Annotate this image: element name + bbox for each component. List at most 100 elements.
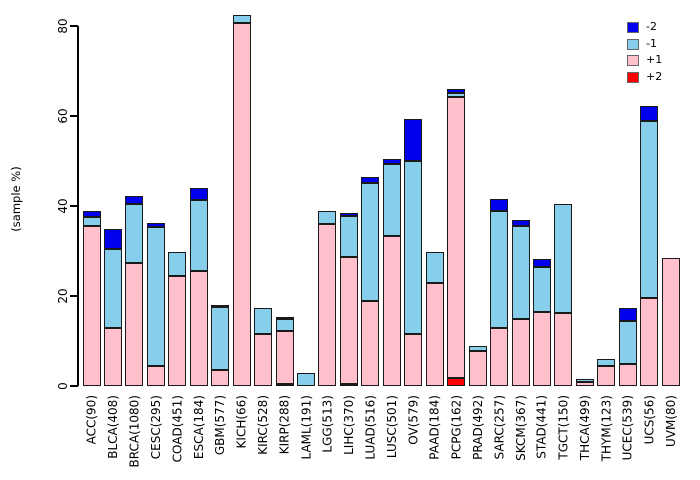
bar-kirc bbox=[254, 308, 273, 386]
bar-segment--1 bbox=[168, 251, 187, 276]
x-tick-label: PRAD(492) bbox=[470, 395, 485, 460]
x-tick-label: LUSC(501) bbox=[384, 395, 399, 459]
bar-segment--1 bbox=[125, 203, 144, 264]
bar-lusc bbox=[382, 159, 401, 386]
bar-segment--1 bbox=[554, 204, 573, 314]
x-tick-label: PCPG(162) bbox=[449, 395, 464, 460]
bar-segment-+1 bbox=[382, 236, 401, 386]
bar-thym bbox=[597, 359, 616, 386]
bar-segment--2 bbox=[146, 223, 165, 228]
x-tick-label: TGCT(150) bbox=[556, 395, 571, 460]
bar-segment--1 bbox=[468, 346, 487, 351]
x-tick-label: OV(579) bbox=[406, 395, 421, 445]
bar-segment--2 bbox=[618, 307, 637, 322]
bar-tgct bbox=[554, 204, 573, 386]
bar-acc bbox=[82, 210, 101, 386]
x-tick-label: ESCA(184) bbox=[191, 395, 206, 460]
bar-segment--1 bbox=[82, 217, 101, 227]
bar-segment-+1 bbox=[532, 312, 551, 386]
x-tick-label: LGG(513) bbox=[320, 395, 335, 453]
bar-segment--1 bbox=[597, 359, 616, 367]
bar-segment-+1 bbox=[146, 365, 165, 386]
x-tick-label: SARC(257) bbox=[492, 395, 507, 460]
bar-segment--1 bbox=[511, 226, 530, 320]
bar-segment--1 bbox=[232, 14, 251, 23]
x-tick-label: UVM(80) bbox=[663, 395, 678, 447]
x-tick-label: UCS(56) bbox=[642, 395, 657, 445]
y-tick-label: 20 bbox=[56, 288, 70, 304]
bar-segment--2 bbox=[125, 196, 144, 204]
bar-segment--1 bbox=[490, 210, 509, 328]
bar-ov bbox=[404, 119, 423, 386]
bar-pcpg bbox=[447, 89, 466, 386]
legend-label: -2 bbox=[646, 20, 657, 33]
legend-label: +2 bbox=[646, 69, 663, 83]
bar-segment-+1 bbox=[618, 363, 637, 386]
bar-coad bbox=[168, 251, 187, 386]
x-tick-label: LIHC(370) bbox=[341, 395, 356, 455]
bar-segment-+1 bbox=[211, 370, 230, 386]
bar-segment--2 bbox=[382, 159, 401, 165]
y-tick bbox=[70, 385, 78, 387]
bar-thca bbox=[575, 379, 594, 386]
y-tick-label: 60 bbox=[56, 108, 70, 124]
x-tick-label: ACC(90) bbox=[84, 395, 99, 445]
bar-segment--2 bbox=[490, 199, 509, 211]
x-tick-label: BLCA(408) bbox=[105, 395, 120, 459]
bar-lgg bbox=[318, 211, 337, 386]
bar-segment-+1 bbox=[168, 275, 187, 386]
bar-segment--1 bbox=[382, 164, 401, 237]
bar-paad bbox=[425, 251, 444, 386]
bar-segment-+1 bbox=[425, 282, 444, 386]
bar-segment-+1 bbox=[103, 327, 122, 386]
bar-segment--1 bbox=[211, 307, 230, 371]
bar-segment--1 bbox=[618, 321, 637, 364]
legend-swatch-minus2 bbox=[627, 22, 639, 33]
x-tick-label: UCEC(539) bbox=[620, 395, 635, 461]
y-tick bbox=[70, 295, 78, 297]
bar-esca bbox=[189, 187, 208, 386]
bar-segment--2 bbox=[103, 229, 122, 249]
bar-cesc bbox=[146, 223, 165, 386]
bar-segment-+1 bbox=[554, 313, 573, 386]
bar-segment-+1 bbox=[597, 366, 616, 386]
bar-segment-+1 bbox=[339, 257, 358, 384]
x-tick-label: SKCM(367) bbox=[513, 395, 528, 461]
bar-segment--1 bbox=[254, 308, 273, 335]
bar-segment--2 bbox=[339, 213, 358, 217]
legend-swatch-plus2 bbox=[627, 71, 639, 83]
bar-segment--1 bbox=[575, 379, 594, 383]
bar-ucs bbox=[640, 106, 659, 386]
bar-ucec bbox=[618, 307, 637, 386]
bar-segment-+1 bbox=[575, 382, 594, 386]
bar-segment--2 bbox=[640, 106, 659, 122]
y-tick bbox=[70, 25, 78, 27]
x-tick-label: STAD(441) bbox=[534, 395, 549, 459]
bar-segment-+1 bbox=[490, 327, 509, 386]
bar-segment--2 bbox=[275, 317, 294, 320]
bar-segment-+1 bbox=[232, 22, 251, 386]
x-tick-label: KIRP(288) bbox=[277, 395, 292, 455]
bar-segment--1 bbox=[297, 372, 315, 386]
bar-segment-+1 bbox=[125, 263, 144, 386]
bar-segment--1 bbox=[447, 92, 466, 97]
bar-segment-+1 bbox=[318, 224, 337, 386]
y-tick-label: 40 bbox=[56, 198, 70, 214]
bar-segment-+1 bbox=[468, 350, 487, 386]
x-tick-label: COAD(451) bbox=[170, 395, 185, 463]
x-tick-label: PAAD(184) bbox=[427, 395, 442, 460]
bar-segment-+1 bbox=[661, 257, 680, 386]
bar-segment-+1 bbox=[511, 319, 530, 386]
x-tick-label: CESC(295) bbox=[148, 395, 163, 460]
bar-kirp bbox=[275, 317, 294, 386]
bar-segment--1 bbox=[103, 248, 122, 328]
x-tick-label: GBM(577) bbox=[213, 395, 228, 456]
bar-segment-+1 bbox=[447, 96, 466, 379]
bar-segment--2 bbox=[447, 89, 466, 93]
bar-segment--1 bbox=[318, 211, 337, 224]
x-tick-label: KICH(66) bbox=[234, 395, 249, 449]
bar-blca bbox=[103, 229, 122, 386]
bar-kich bbox=[232, 14, 251, 386]
legend-label: -1 bbox=[646, 36, 657, 50]
